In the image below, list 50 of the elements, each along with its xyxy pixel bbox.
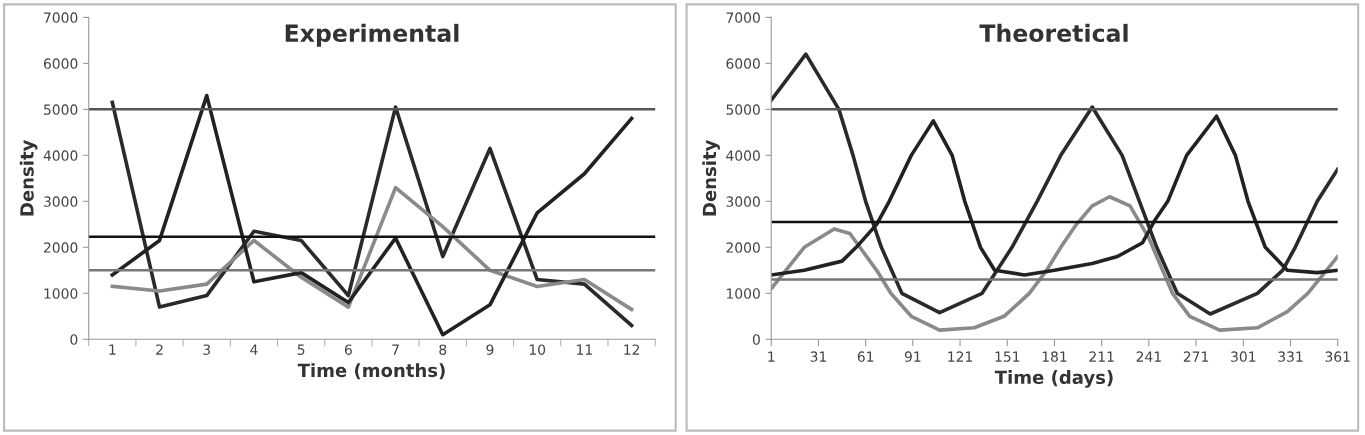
x-tick-label: 6	[344, 344, 352, 355]
x-tick-label: 11	[577, 344, 592, 355]
y-tick-label: 5000	[726, 104, 760, 115]
y-tick-label: 0	[70, 334, 78, 345]
x-tick-label: 211	[1089, 351, 1114, 362]
y-tick-label: 3000	[44, 196, 78, 207]
line-series	[110, 185, 634, 312]
y-tick-label: 6000	[726, 58, 760, 69]
x-tick-label: 7	[392, 344, 399, 355]
x-tick-label: 1	[768, 351, 775, 362]
x-tick-label: 151	[995, 351, 1020, 362]
x-tick-label: 12	[624, 344, 640, 355]
x-tick-label: 301	[1231, 351, 1256, 362]
y-axis-title: Density	[19, 139, 38, 216]
line-series	[771, 52, 1338, 316]
x-tick-label: 331	[1278, 351, 1303, 362]
y-tick-label: 2000	[726, 242, 760, 253]
x-tick-label: 5	[297, 344, 305, 355]
x-tick-label: 241	[1136, 351, 1161, 362]
x-tick-label: 91	[904, 351, 921, 362]
y-tick-label: 5000	[44, 104, 78, 115]
y-tick-label: 4000	[726, 150, 760, 161]
y-tick-label: 2000	[43, 242, 78, 253]
y-tick-label: 3000	[726, 196, 760, 207]
x-tick-label: 1	[109, 344, 116, 355]
x-axis-title: Time (months)	[297, 363, 445, 380]
y-tick-label: 1000	[726, 288, 760, 299]
y-axis-title: Density	[702, 139, 720, 216]
x-tick-label: 361	[1325, 351, 1350, 362]
x-tick-label: 2	[156, 344, 163, 355]
x-tick-label: 10	[529, 344, 546, 355]
x-axis-title: Time (days)	[994, 370, 1113, 388]
y-tick-label: 7000	[726, 12, 760, 23]
y-tick-label: 7000	[44, 12, 78, 23]
x-tick-label: 3	[203, 344, 211, 355]
y-tick-label: 4000	[43, 150, 78, 161]
y-tick-label: 0	[752, 334, 760, 345]
y-tick-label: 6000	[43, 58, 78, 69]
chart-title: Experimental	[285, 23, 459, 47]
chart-title: Theoretical	[979, 23, 1128, 43]
x-tick-label: 9	[486, 344, 494, 355]
x-tick-label: 8	[439, 344, 447, 355]
line-series	[771, 194, 1338, 332]
x-tick-label: 31	[810, 351, 826, 362]
x-tick-label: 61	[857, 351, 874, 362]
x-tick-label: 271	[1183, 351, 1209, 362]
x-tick-label: 181	[1042, 351, 1067, 362]
x-tick-label: 4	[250, 344, 258, 355]
x-tick-label: 121	[948, 351, 973, 362]
y-tick-label: 1000	[44, 288, 78, 299]
